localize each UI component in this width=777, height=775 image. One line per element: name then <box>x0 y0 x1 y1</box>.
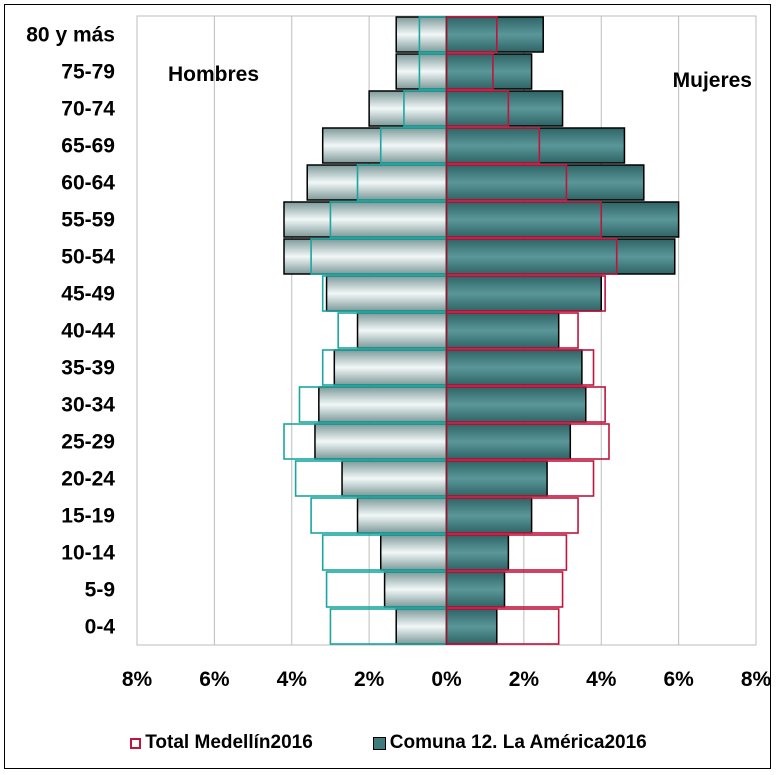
y-tick-label: 25-29 <box>61 431 115 454</box>
bar-comuna-mujeres <box>445 275 602 312</box>
bar-comuna-hombres <box>333 349 448 386</box>
bar-comuna-hombres <box>368 90 448 127</box>
bar-comuna-mujeres <box>445 53 533 90</box>
bar-comuna-mujeres <box>445 127 626 164</box>
bar-comuna-hombres <box>383 571 448 608</box>
legend-label-comuna-12: Comuna 12. La América2016 <box>389 732 647 753</box>
x-tick-label: 4% <box>586 668 617 691</box>
bar-comuna-hombres <box>395 608 448 645</box>
y-tick-label: 55-59 <box>61 209 115 232</box>
bar-comuna-mujeres <box>445 534 510 571</box>
y-tick-label: 5-9 <box>85 579 115 602</box>
bar-comuna-hombres <box>314 423 448 460</box>
y-tick-label: 50-54 <box>61 246 115 269</box>
bar-comuna-hombres <box>395 16 448 53</box>
bar-comuna-hombres <box>395 53 448 90</box>
bar-comuna-mujeres <box>445 238 676 275</box>
y-tick-label: 15-19 <box>61 505 115 528</box>
bar-comuna-mujeres <box>445 423 572 460</box>
y-tick-label: 60-64 <box>61 172 115 195</box>
legend-item-comuna-12: Comuna 12. La América2016 <box>372 732 647 754</box>
bar-comuna-hombres <box>356 312 448 349</box>
hombres-label: Hombres <box>168 63 259 86</box>
y-tick-label: 45-49 <box>61 283 115 306</box>
y-tick-label: 35-39 <box>61 357 115 380</box>
bar-comuna-hombres <box>283 201 448 238</box>
bar-comuna-hombres <box>306 164 448 201</box>
legend: Total Medellín2016 Comuna 12. La América… <box>0 732 777 754</box>
legend-item-total-medellin: Total Medellín2016 <box>130 732 313 754</box>
x-tick-label: 8% <box>741 668 772 691</box>
y-tick-label: 70-74 <box>61 98 115 121</box>
bar-comuna-hombres <box>379 534 448 571</box>
bar-comuna-mujeres <box>445 497 533 534</box>
y-tick-label: 80 y más <box>26 24 115 47</box>
bar-comuna-hombres <box>283 238 448 275</box>
bar-comuna-mujeres <box>445 571 506 608</box>
legend-swatch-outline <box>130 737 142 749</box>
x-tick-label: 8% <box>122 668 153 691</box>
y-tick-label: 40-44 <box>61 320 115 343</box>
bar-comuna-hombres <box>356 497 448 534</box>
y-tick-label: 65-69 <box>61 135 115 158</box>
y-tick-label: 10-14 <box>61 542 115 565</box>
bar-comuna-mujeres <box>445 201 680 238</box>
bar-comuna-hombres <box>321 127 448 164</box>
bar-comuna-mujeres <box>445 164 645 201</box>
x-tick-label: 6% <box>199 668 230 691</box>
legend-swatch-filled <box>372 736 386 750</box>
axis-labels: 8% 6% 4% 2% 0% 2% 4% 6% 8% 80 y más 75-79 70-74 65-6… <box>26 24 771 692</box>
y-tick-label: 0-4 <box>85 616 116 639</box>
mujeres-label: Mujeres <box>673 69 752 92</box>
bar-comuna-mujeres <box>445 312 560 349</box>
bar-comuna-hombres <box>325 275 448 312</box>
x-tick-label: 4% <box>277 668 308 691</box>
y-tick-label: 75-79 <box>61 61 115 84</box>
x-tick-label: 2% <box>354 668 385 691</box>
y-tick-label: 20-24 <box>61 468 115 491</box>
bar-comuna-mujeres <box>445 90 564 127</box>
bar-comuna-mujeres <box>445 16 544 53</box>
bar-comuna-hombres <box>341 460 448 497</box>
bar-comuna-mujeres <box>445 349 583 386</box>
legend-label-total-medellin: Total Medellín2016 <box>145 732 313 753</box>
bar-comuna-mujeres <box>445 460 548 497</box>
bar-comuna-hombres <box>318 386 448 423</box>
bars <box>283 16 680 645</box>
x-tick-label: 2% <box>509 668 540 691</box>
bar-comuna-mujeres <box>445 608 498 645</box>
chart-frame <box>4 4 771 769</box>
y-tick-label: 30-34 <box>61 394 115 417</box>
x-tick-label: 6% <box>663 668 694 691</box>
x-tick-label: 0% <box>431 668 462 691</box>
bar-comuna-mujeres <box>445 386 587 423</box>
